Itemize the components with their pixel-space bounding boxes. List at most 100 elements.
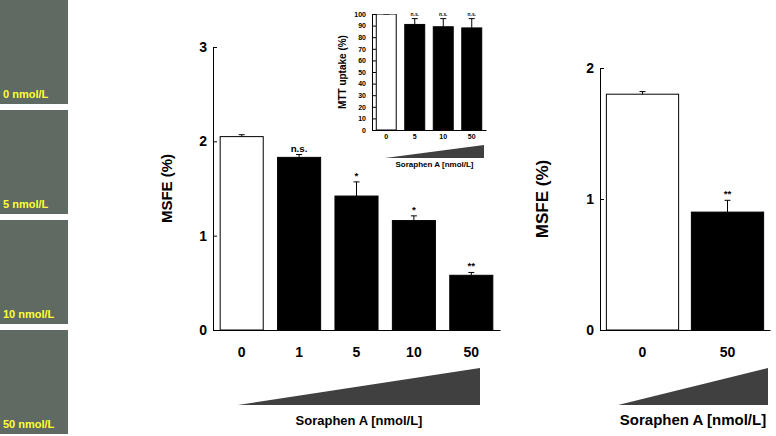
y-tick-label: 50 — [358, 69, 366, 76]
y-tick-mark — [372, 14, 376, 15]
photo-label: 5 nmol/L — [3, 198, 49, 210]
y-tick: 80 — [358, 34, 376, 41]
y-tick-mark — [600, 68, 604, 69]
x-tick: 0 — [639, 330, 647, 360]
y-tick: 2 — [199, 133, 217, 149]
x-tick-label: 1 — [295, 344, 303, 360]
x-tick: 1 — [295, 330, 303, 360]
error-bar — [412, 19, 418, 25]
x-tick: 10 — [439, 130, 447, 140]
x-tick-label: 5 — [413, 133, 417, 140]
y-tick-label: 100 — [354, 11, 366, 18]
y-axis-title: MSFE (%) — [533, 160, 552, 238]
y-tick-label: 10 — [358, 115, 366, 122]
x-tick-label: 5 — [353, 344, 361, 360]
error-bar — [469, 19, 475, 28]
y-tick: 20 — [358, 104, 376, 111]
error-bar — [640, 92, 646, 95]
photo-panel: 5 nmol/L — [0, 110, 68, 214]
y-axis-title: MTT uptake (%) — [337, 35, 348, 109]
y-axis: 0123 — [199, 39, 217, 338]
photo-label: 50 nmol/L — [3, 418, 55, 430]
x-axis-title: Soraphen A [nmol/L] — [296, 413, 423, 428]
bar — [691, 212, 763, 330]
x-axis: 0 50 — [601, 330, 771, 360]
x-axis: 0 1 5 10 50 — [214, 330, 501, 360]
error-bar — [440, 19, 446, 27]
y-tick-label: 60 — [358, 57, 366, 64]
significance-label: * — [412, 204, 416, 215]
y-axis: 012 — [586, 60, 604, 338]
x-tick-label: 50 — [468, 133, 476, 140]
y-tick-label: 30 — [358, 92, 366, 99]
error-bar — [383, 14, 389, 15]
concentration-wedge — [618, 368, 768, 405]
plot-area — [606, 92, 763, 330]
x-tick-label: 50 — [720, 344, 736, 360]
y-tick: 60 — [358, 57, 376, 64]
significance-label: * — [355, 170, 359, 181]
y-tick: 0 — [586, 322, 604, 338]
concentration-wedge — [238, 368, 480, 405]
photo-panel: 10 nmol/L — [0, 220, 68, 324]
significance-label: n.s. — [439, 12, 448, 17]
y-tick-mark — [213, 236, 217, 237]
photo — [0, 0, 68, 104]
y-tick-label: 70 — [358, 46, 366, 53]
y-tick: 0 — [199, 322, 217, 338]
x-tick: 50 — [464, 330, 480, 360]
y-axis: 0102030405060708090100 — [354, 11, 376, 134]
x-tick: 50 — [720, 330, 736, 360]
y-tick-label: 3 — [199, 39, 207, 55]
x-axis-title: Soraphen A [nmol/L] — [620, 411, 766, 428]
y-tick-label: 1 — [586, 191, 594, 207]
x-tick: 0 — [384, 130, 388, 140]
y-tick-mark — [372, 72, 376, 73]
significance-label: n.s. — [468, 12, 477, 17]
bar — [606, 94, 678, 330]
x-tick: 10 — [406, 330, 422, 360]
x-tick-label: 50 — [464, 344, 480, 360]
y-tick: 50 — [358, 69, 376, 76]
plot-area — [376, 14, 481, 130]
bar — [462, 28, 482, 130]
y-tick-mark — [372, 118, 376, 119]
y-tick-mark — [372, 60, 376, 61]
error-bar — [725, 200, 731, 212]
y-tick-label: 0 — [586, 322, 594, 338]
photo-label: 0 nmol/L — [3, 88, 49, 100]
y-tick-mark — [372, 84, 376, 85]
bar — [278, 157, 321, 330]
x-tick-label: 10 — [439, 133, 447, 140]
concentration-wedge — [385, 145, 484, 158]
y-tick-mark — [372, 95, 376, 96]
y-tick: 10 — [358, 115, 376, 122]
y-tick-mark — [213, 141, 217, 142]
significance-label: ** — [724, 188, 732, 199]
x-axis-line — [373, 130, 487, 131]
x-tick-label: 10 — [406, 344, 422, 360]
y-tick: 30 — [358, 92, 376, 99]
error-bar — [296, 155, 302, 158]
x-tick: 5 — [353, 330, 361, 360]
figure: 0 nmol/L5 nmol/L10 nmol/L50 nmol/L012301… — [0, 0, 776, 436]
bar — [392, 221, 435, 330]
y-tick-label: 0 — [199, 322, 207, 338]
error-bar — [354, 182, 360, 196]
x-axis: 0 5 10 50 — [373, 130, 487, 140]
y-tick-label: 80 — [358, 34, 366, 41]
y-tick: 3 — [199, 39, 217, 55]
y-axis-title: MSFE (%) — [158, 154, 175, 223]
y-tick: 1 — [586, 191, 604, 207]
inset-background — [332, 6, 490, 171]
y-tick-label: 2 — [199, 133, 207, 149]
y-tick: 40 — [358, 80, 376, 87]
y-tick-mark — [372, 107, 376, 108]
bar — [433, 27, 453, 130]
y-tick-mark — [372, 49, 376, 50]
chart: 0102030405060708090100051050n.s.n.s.n.s.… — [332, 6, 490, 171]
x-tick: 0 — [238, 330, 246, 360]
y-axis-line — [213, 48, 214, 331]
x-tick: 5 — [413, 130, 417, 140]
error-bar — [411, 216, 417, 221]
